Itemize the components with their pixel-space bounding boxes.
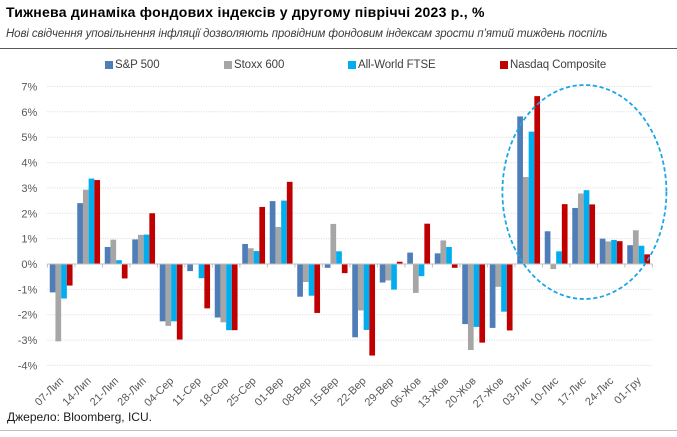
svg-text:0%: 0%	[21, 259, 37, 271]
svg-text:24-Лис: 24-Лис	[583, 375, 616, 408]
svg-text:11-Сер: 11-Сер	[170, 375, 203, 408]
svg-text:17-Лис: 17-Лис	[556, 375, 589, 408]
svg-text:21-Лип: 21-Лип	[88, 375, 121, 408]
svg-text:04-Сер: 04-Сер	[142, 375, 176, 409]
svg-text:1%: 1%	[21, 234, 37, 246]
svg-text:18-Сер: 18-Сер	[197, 375, 231, 409]
svg-text:3%: 3%	[21, 183, 37, 195]
svg-text:15-Вер: 15-Вер	[308, 375, 342, 409]
svg-text:01-Вер: 01-Вер	[253, 375, 287, 409]
svg-text:7%: 7%	[21, 82, 37, 94]
svg-text:2%: 2%	[21, 208, 37, 220]
svg-text:14-Лип: 14-Лип	[60, 375, 93, 408]
svg-text:10-Лис: 10-Лис	[528, 375, 561, 408]
svg-text:5%: 5%	[21, 132, 37, 144]
svg-text:6%: 6%	[21, 107, 37, 119]
svg-text:27-Жов: 27-Жов	[471, 375, 506, 410]
svg-text:-4%: -4%	[18, 360, 38, 372]
svg-text:-3%: -3%	[18, 335, 38, 347]
svg-text:07-Лип: 07-Лип	[33, 375, 66, 408]
svg-text:03-Лис: 03-Лис	[501, 375, 534, 408]
svg-text:25-Сер: 25-Сер	[225, 375, 259, 409]
svg-text:01-Гру: 01-Гру	[612, 375, 644, 407]
svg-text:08-Вер: 08-Вер	[280, 375, 314, 409]
svg-text:22-Вер: 22-Вер	[335, 375, 369, 409]
svg-text:-1%: -1%	[18, 284, 38, 296]
svg-text:4%: 4%	[21, 158, 37, 170]
svg-text:-2%: -2%	[18, 310, 38, 322]
